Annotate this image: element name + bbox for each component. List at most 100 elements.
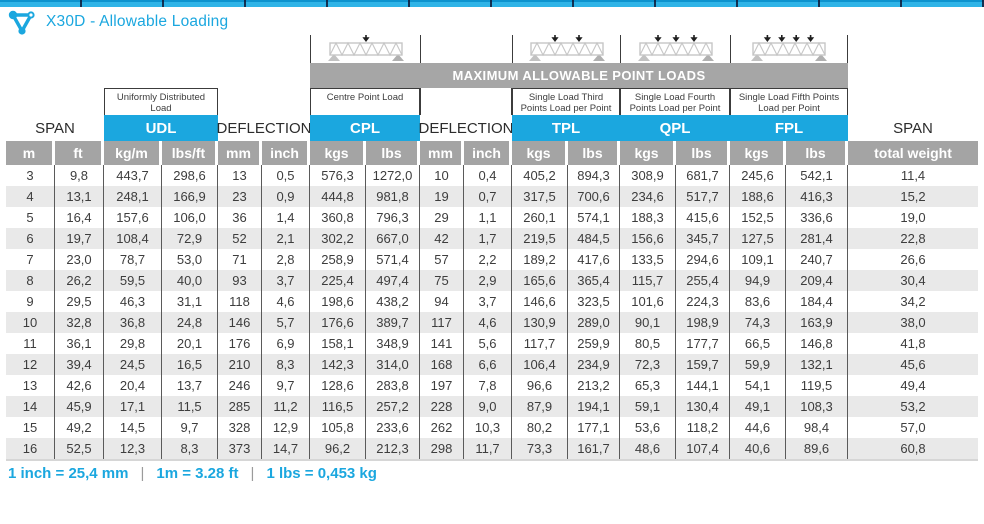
table-cell: 2,8 (262, 249, 310, 270)
table-cell: 96,2 (310, 438, 366, 459)
table-cell: 116,5 (310, 396, 366, 417)
table-cell: 542,1 (786, 165, 848, 186)
table-cell: 80,5 (620, 333, 676, 354)
table-cell: 119,5 (786, 375, 848, 396)
table-cell: 225,4 (310, 270, 366, 291)
table-cell: 0,5 (262, 165, 310, 186)
table-cell: 23 (218, 186, 262, 207)
unit-cell-lbs-tpl: lbs (568, 141, 620, 165)
table-cell: 11 (6, 333, 55, 354)
table-cell: 9,0 (464, 396, 512, 417)
table-cell: 38,0 (848, 312, 978, 333)
footer-separator: | (250, 465, 255, 482)
table-cell: 497,4 (366, 270, 420, 291)
table-cell: 308,9 (620, 165, 676, 186)
table-cell: 72,3 (620, 354, 676, 375)
table-body: 3 9,8 443,7 298,6 13 0,5 576,3 1272,0 10 0,4 405,2… (6, 165, 978, 461)
table-cell: 1,7 (464, 228, 512, 249)
table-cell: 234,9 (568, 354, 620, 375)
table-cell: 667,0 (366, 228, 420, 249)
table-cell: 323,5 (568, 291, 620, 312)
qpl-sublabel: Single Load Fourth Points Load per Point (620, 88, 730, 115)
table-cell: 115,7 (620, 270, 676, 291)
table-cell: 438,2 (366, 291, 420, 312)
table-cell: 198,6 (310, 291, 366, 312)
table-cell: 87,9 (512, 396, 568, 417)
table-cell: 197 (420, 375, 464, 396)
table-cell: 66,5 (730, 333, 786, 354)
table-cell: 700,6 (568, 186, 620, 207)
table-cell: 571,4 (366, 249, 420, 270)
table-cell: 11,5 (162, 396, 218, 417)
table-cell: 15 (6, 417, 55, 438)
table-cell: 117,7 (512, 333, 568, 354)
unit-cell-total-weight: total weight (848, 141, 978, 165)
unit-cell-m: m (6, 141, 55, 165)
table-cell: 117 (420, 312, 464, 333)
table-cell: 57 (420, 249, 464, 270)
table-cell: 444,8 (310, 186, 366, 207)
table-cell: 389,7 (366, 312, 420, 333)
table-cell: 336,6 (786, 207, 848, 228)
conversion-inch-mm: 1 inch = 25,4 mm (8, 465, 129, 482)
table-cell: 11,2 (262, 396, 310, 417)
table-cell: 107,4 (676, 438, 730, 459)
table-cell: 29,8 (104, 333, 162, 354)
table-cell: 415,6 (676, 207, 730, 228)
table-cell: 0,4 (464, 165, 512, 186)
table-cell: 188,3 (620, 207, 676, 228)
table-cell: 233,6 (366, 417, 420, 438)
unit-cell-kgs-qpl: kgs (620, 141, 676, 165)
table-cell: 176 (218, 333, 262, 354)
table-cell: 345,7 (676, 228, 730, 249)
sublabel-spacer-right (848, 88, 978, 115)
table-cell: 212,3 (366, 438, 420, 459)
conversion-m-ft: 1m = 3.28 ft (156, 465, 239, 482)
table-cell: 31,1 (162, 291, 218, 312)
table-cell: 228 (420, 396, 464, 417)
table-cell: 177,7 (676, 333, 730, 354)
table-cell: 142,3 (310, 354, 366, 375)
banner-spacer-right (848, 63, 978, 88)
table-cell: 166,9 (162, 186, 218, 207)
table-cell: 302,2 (310, 228, 366, 249)
table-cell: 3,7 (262, 270, 310, 291)
table-cell: 15,2 (848, 186, 978, 207)
table-cell: 45,9 (55, 396, 104, 417)
table-cell: 57,0 (900, 420, 926, 435)
table-cell: 5 (6, 207, 55, 228)
table-cell: 405,2 (512, 165, 568, 186)
table-cell: 294,6 (676, 249, 730, 270)
table-cell: 259,9 (568, 333, 620, 354)
table-cell: 257,2 (366, 396, 420, 417)
table-cell: 65,3 (620, 375, 676, 396)
table-cell: 127,5 (730, 228, 786, 249)
table-cell: 3 (6, 165, 55, 186)
table-cell: 17,1 (104, 396, 162, 417)
table-cell: 75 (420, 270, 464, 291)
table-cell: 2,9 (464, 270, 512, 291)
table-cell: 40,0 (162, 270, 218, 291)
unit-cell-mm-1: mm (218, 141, 262, 165)
table-cell: 4,6 (464, 312, 512, 333)
table-cell: 184,4 (786, 291, 848, 312)
table-cell: 52,5 (55, 438, 104, 459)
table-cell: 42,6 (55, 375, 104, 396)
table-cell: 258,9 (310, 249, 366, 270)
table-cell: 416,3 (786, 186, 848, 207)
table-cell: 285 (218, 396, 262, 417)
table-cell: 16 (6, 438, 55, 459)
table-cell: 373 (218, 438, 262, 459)
table-cell: 96,6 (512, 375, 568, 396)
table-cell: 108,3 (786, 396, 848, 417)
table-cell: 59,9 (730, 354, 786, 375)
unit-cell-kgs-cpl: kgs (310, 141, 366, 165)
fpl-truss-icon (730, 35, 848, 63)
table-cell: 8,3 (162, 438, 218, 459)
unit-cell-ft: ft (55, 141, 104, 165)
table-cell: 4,6 (262, 291, 310, 312)
table-cell: 26,2 (55, 270, 104, 291)
table-cell: 45,6 (848, 354, 978, 375)
table-cell: 141 (420, 333, 464, 354)
table-cell: 130,4 (676, 396, 730, 417)
